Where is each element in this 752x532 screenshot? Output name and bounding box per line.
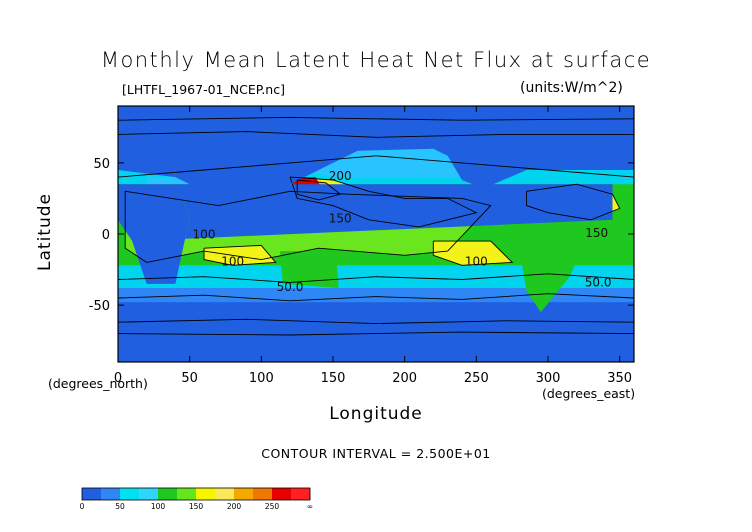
africa-land: [118, 184, 190, 284]
x-tick-label: 100: [249, 371, 274, 386]
colorbar-swatch: [253, 488, 273, 500]
colorbar-label: 0: [80, 502, 85, 511]
colorbar-swatch: [272, 488, 292, 500]
flux-field: [118, 106, 634, 362]
contour-interval-label: CONTOUR INTERVAL = 2.500E+01: [261, 446, 491, 461]
y-tick-label: 50: [93, 157, 110, 172]
contour-label: 50.0: [585, 276, 612, 290]
colorbar-label: 250: [265, 502, 280, 511]
contour-line: [117, 116, 635, 121]
australia-land: [280, 251, 339, 288]
contour-line: [432, 240, 514, 266]
axis-ticks: 0 50 100 150 200 250 300 350 50 0 -50: [89, 106, 634, 386]
indian-yellow: [204, 245, 276, 266]
x-tick-label: 350: [607, 371, 632, 386]
x-units-label: (degrees_east): [542, 386, 636, 401]
contour-lines: [117, 116, 635, 336]
eurasia-land: [175, 131, 376, 203]
colorbar-frame: [81, 487, 311, 501]
contour-line: [289, 176, 478, 228]
contour-label: 150: [585, 226, 608, 240]
contour-label: 100: [465, 254, 488, 268]
contour-line: [526, 183, 621, 221]
colorbar-swatch: [234, 488, 254, 500]
greenland: [548, 117, 606, 149]
colorbar-label: ∞: [307, 502, 313, 511]
contour-label: 100: [221, 254, 244, 268]
antarctica: [118, 326, 634, 362]
north-america-land: [447, 141, 556, 189]
contour-label: 50.0: [277, 280, 304, 294]
units-label: (units:W/m^2): [520, 80, 623, 96]
x-tick-label: 0: [114, 371, 122, 386]
y-tick-label: -50: [89, 299, 110, 314]
contour-label: 150: [329, 212, 352, 226]
south-pacific-yellow: [433, 241, 513, 266]
colorbar-swatch: [158, 488, 178, 500]
south-america-land: [519, 219, 584, 313]
x-tick-label: 300: [536, 371, 561, 386]
contour-line: [117, 155, 635, 178]
x-tick-label: 150: [321, 371, 346, 386]
contour-line: [124, 190, 492, 263]
contour-line: [117, 273, 635, 283]
colorbar-swatch: [291, 488, 311, 500]
colorbar-label: 50: [115, 502, 125, 511]
x-axis-label: Longitude: [329, 404, 423, 424]
contour-line: [117, 318, 635, 325]
contour-labels: 200 150 100 100 100 50.0 50.0 150: [193, 169, 612, 294]
contour-line: [117, 293, 635, 302]
colorbar-swatch: [101, 488, 121, 500]
y-units-label: (degrees_north): [48, 376, 148, 391]
contour-label: 100: [193, 227, 216, 241]
colorbar-swatch: [82, 488, 102, 500]
colorbar-swatch: [215, 488, 235, 500]
colorbar-label: 100: [151, 502, 166, 511]
africa-land-east: [132, 184, 613, 284]
colorbar-swatch: [139, 488, 159, 500]
colorbar-swatch: [196, 488, 216, 500]
x-tick-label: 50: [181, 371, 198, 386]
europe-land: [118, 134, 176, 178]
contour-line: [117, 331, 635, 336]
contour-line: [203, 244, 277, 266]
colorbar-label: 200: [227, 502, 242, 511]
colorbar-swatch: [177, 488, 197, 500]
colorbar-swatch: [120, 488, 140, 500]
contour-label: 200: [329, 169, 352, 183]
y-tick-label: 0: [102, 228, 110, 243]
source-file-label: [LHTFL_1967-01_NCEP.nc]: [122, 82, 285, 97]
x-tick-label: 250: [464, 371, 489, 386]
x-tick-label: 200: [392, 371, 417, 386]
chart-title: Monthly Mean Latent Heat Net Flux at sur…: [100, 48, 652, 72]
contour-line: [117, 131, 634, 138]
colorbar-label: 150: [189, 502, 204, 511]
colorbar: 0 50 100 150 200 250 ∞: [80, 487, 313, 511]
